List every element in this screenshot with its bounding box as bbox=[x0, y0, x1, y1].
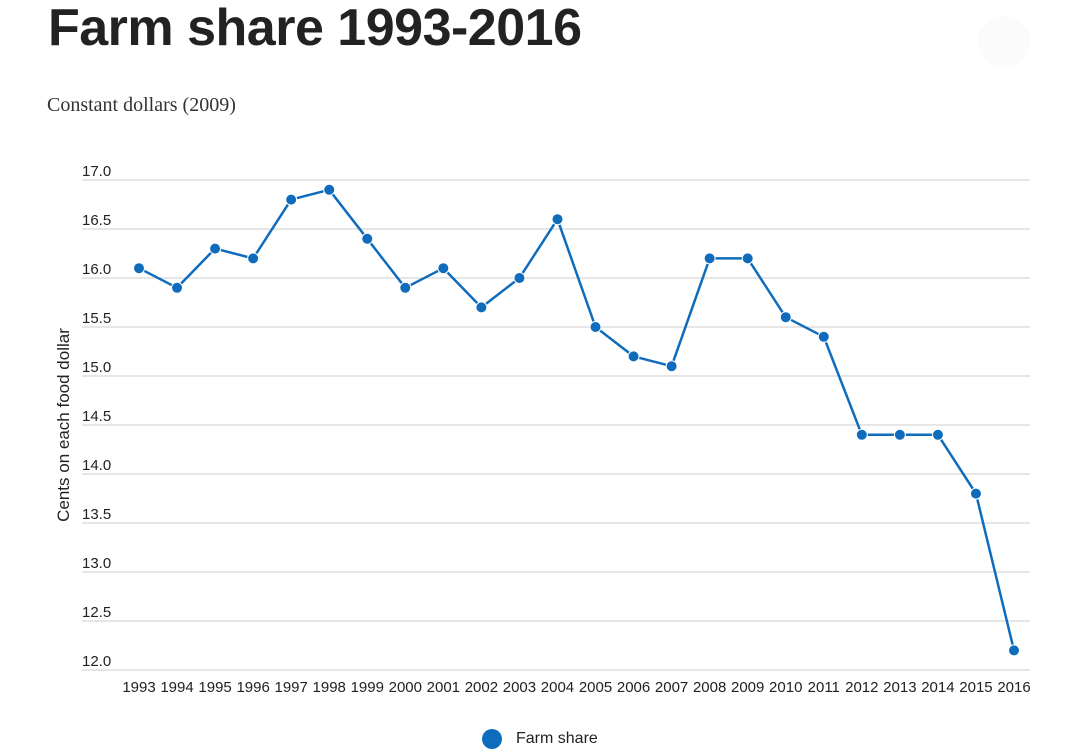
x-tick-label: 2015 bbox=[959, 679, 992, 696]
data-point bbox=[703, 252, 716, 265]
x-tick-label: 1995 bbox=[198, 679, 231, 696]
x-tick-label: 2007 bbox=[655, 679, 688, 696]
data-point bbox=[893, 428, 906, 441]
corner-badge bbox=[978, 16, 1030, 68]
x-tick-label: 2013 bbox=[883, 679, 916, 696]
data-point bbox=[513, 272, 526, 284]
data-point bbox=[171, 281, 184, 294]
data-point bbox=[399, 281, 412, 294]
x-tick-label: 1997 bbox=[274, 679, 307, 696]
y-tick-label: 16.5 bbox=[82, 212, 111, 229]
data-point bbox=[969, 487, 982, 500]
series-points bbox=[133, 183, 1020, 657]
x-axis-ticks: 1993 1994 1995 1996 1997 1998 1999 2000 2001 2002… bbox=[122, 679, 1030, 696]
legend-label-farm-share: Farm share bbox=[516, 730, 598, 747]
y-tick-label: 15.0 bbox=[82, 359, 111, 376]
x-tick-label: 2009 bbox=[731, 679, 764, 696]
data-point bbox=[931, 428, 944, 441]
x-tick-label: 2016 bbox=[997, 679, 1030, 696]
y-tick-label: 13.0 bbox=[82, 555, 111, 572]
x-tick-label: 2012 bbox=[845, 679, 878, 696]
data-point bbox=[209, 242, 222, 255]
y-axis-ticks: 12.0 12.5 13.0 13.5 14.0 14.5 15.0 15.5 16.0 16.5… bbox=[82, 163, 111, 670]
data-point bbox=[551, 213, 564, 226]
x-tick-label: 1998 bbox=[313, 679, 346, 696]
y-axis-label: Cents on each food dollar bbox=[54, 328, 73, 522]
data-point bbox=[285, 193, 298, 206]
x-tick-label: 1994 bbox=[160, 679, 193, 696]
y-tick-label: 12.0 bbox=[82, 653, 111, 670]
data-point bbox=[323, 183, 336, 196]
x-tick-label: 2010 bbox=[769, 679, 802, 696]
y-tick-label: 14.5 bbox=[82, 408, 111, 425]
data-point bbox=[779, 311, 792, 324]
data-point bbox=[589, 321, 602, 333]
x-tick-label: 1996 bbox=[236, 679, 269, 696]
x-tick-label: 2003 bbox=[503, 679, 536, 696]
x-tick-label: 2014 bbox=[921, 679, 954, 696]
data-point bbox=[247, 252, 260, 265]
data-point bbox=[817, 330, 830, 343]
data-point bbox=[437, 262, 450, 275]
data-point bbox=[1008, 644, 1020, 657]
x-tick-label: 2005 bbox=[579, 679, 612, 696]
y-tick-label: 12.5 bbox=[82, 604, 111, 621]
chart-title: Farm share 1993-2016 bbox=[48, 0, 582, 57]
x-tick-label: 2008 bbox=[693, 679, 726, 696]
x-tick-label: 2001 bbox=[427, 679, 460, 696]
y-tick-label: 16.0 bbox=[82, 261, 111, 278]
data-point bbox=[741, 252, 754, 265]
y-tick-label: 17.0 bbox=[82, 163, 111, 180]
data-point bbox=[665, 360, 678, 373]
x-tick-label: 2002 bbox=[465, 679, 498, 696]
data-point bbox=[627, 350, 640, 363]
x-tick-label: 1999 bbox=[351, 679, 384, 696]
chart-subtitle: Constant dollars (2009) bbox=[47, 94, 236, 116]
x-tick-label: 2004 bbox=[541, 679, 574, 696]
x-tick-label: 2011 bbox=[808, 679, 840, 696]
x-tick-label: 2000 bbox=[389, 679, 422, 696]
data-point bbox=[855, 428, 868, 441]
series-line-farm-share bbox=[138, 188, 1016, 651]
y-tick-label: 13.5 bbox=[82, 506, 111, 523]
y-tick-label: 15.5 bbox=[82, 310, 111, 327]
data-point bbox=[361, 232, 374, 245]
x-tick-label: 2006 bbox=[617, 679, 650, 696]
legend: Farm share bbox=[482, 728, 598, 750]
y-tick-label: 14.0 bbox=[82, 457, 111, 474]
data-point bbox=[133, 262, 145, 275]
data-point bbox=[475, 301, 488, 314]
legend-swatch-farm-share bbox=[482, 729, 502, 749]
x-tick-label: 1993 bbox=[122, 679, 155, 696]
grid-lines bbox=[82, 179, 1030, 671]
